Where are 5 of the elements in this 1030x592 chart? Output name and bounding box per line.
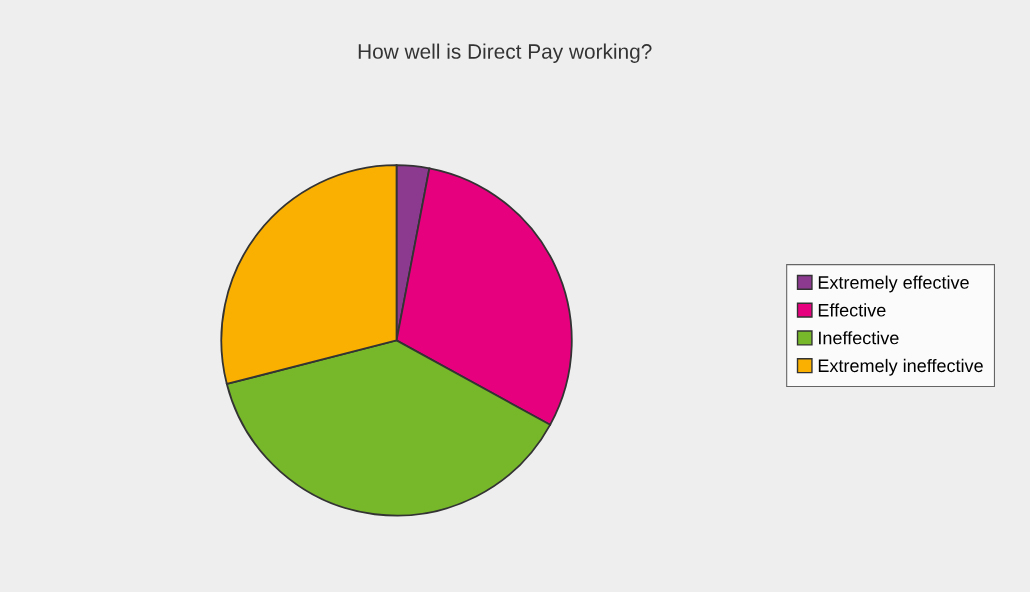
chart-title: How well is Direct Pay working? (358, 43, 652, 63)
legend-label: Ineffective (819, 331, 899, 345)
legend-label: Extremely ineffective (818, 358, 983, 376)
legend-label: Extremely effective (818, 275, 969, 293)
legend-label: Effective (818, 303, 886, 317)
